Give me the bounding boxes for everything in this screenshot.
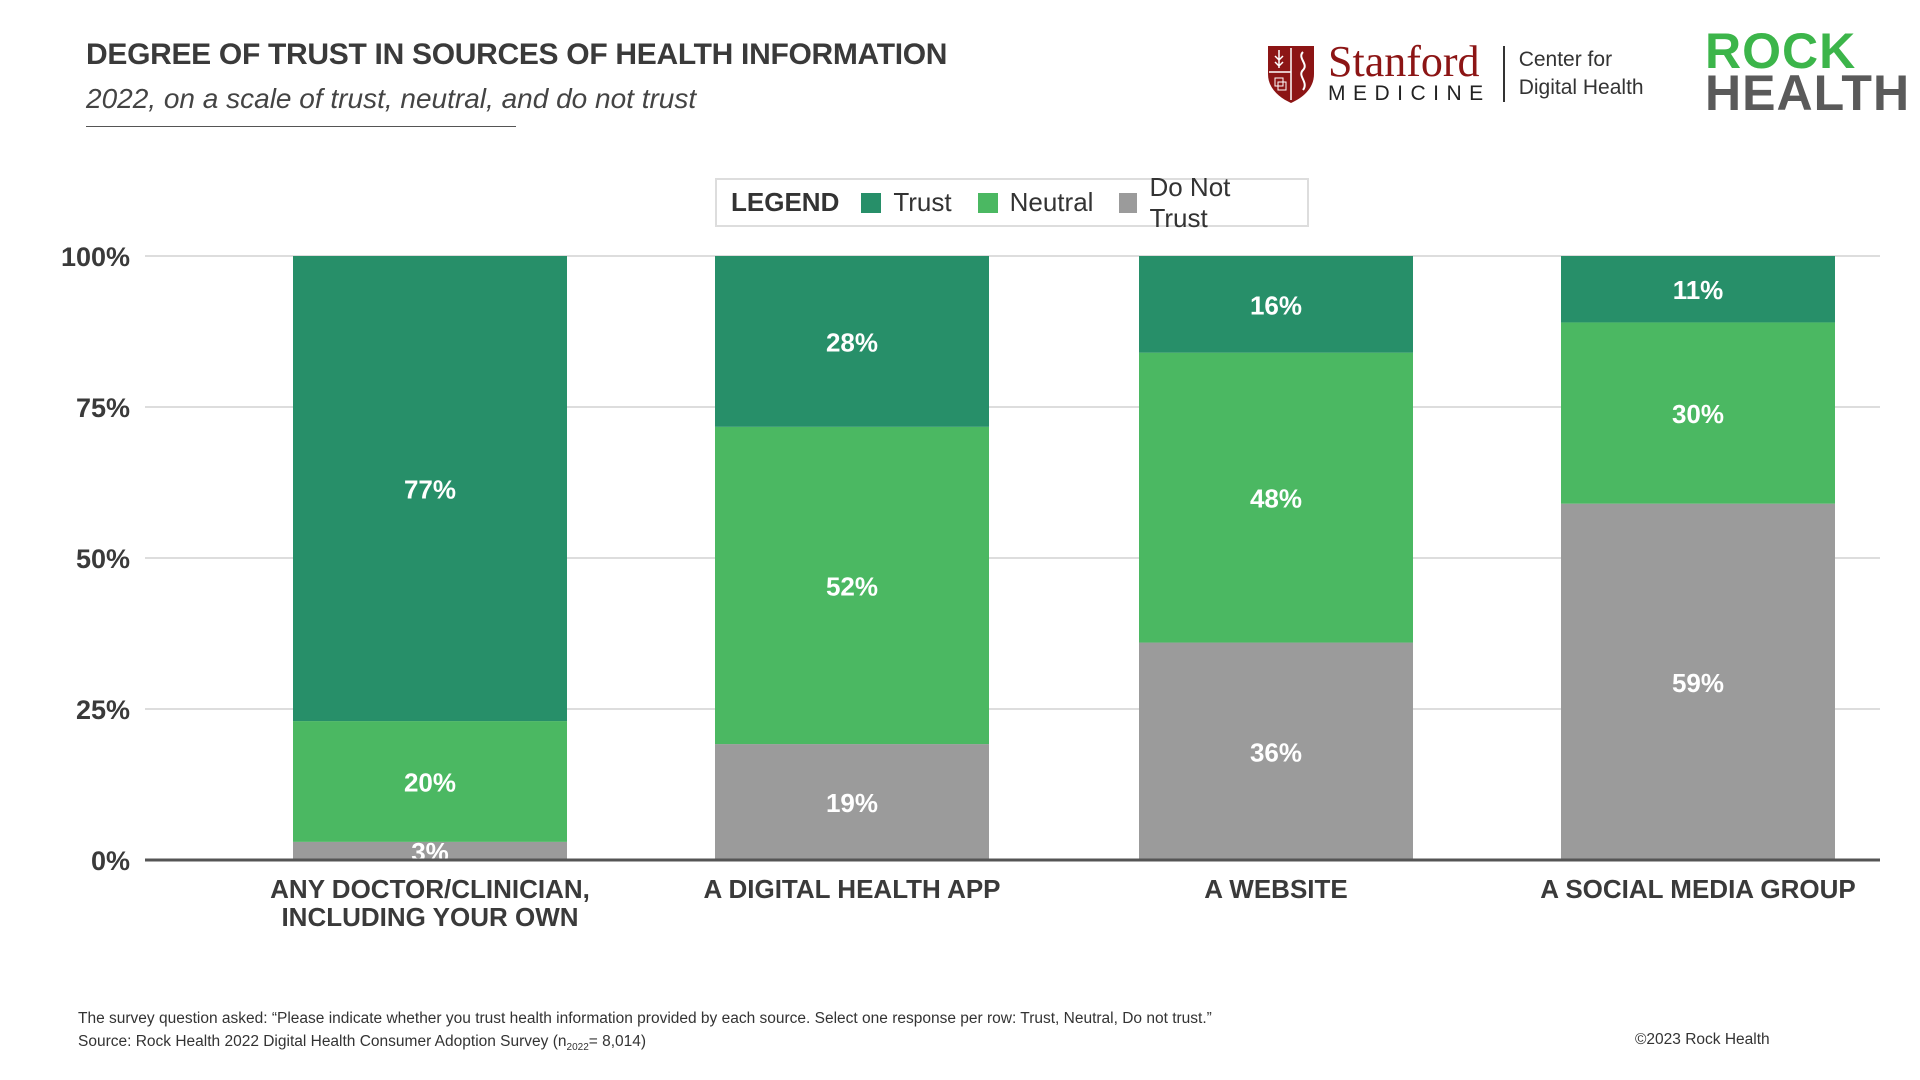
center-line1: Center for — [1518, 48, 1613, 71]
y-tick-label: 50% — [76, 544, 130, 574]
stanford-wordmark: Stanford — [1328, 37, 1480, 86]
legend-swatch — [1119, 192, 1138, 213]
stanford-medicine-logo: Stanford MEDICINE Center for Digital Hea… — [1266, 37, 1644, 106]
bar-segment — [1139, 352, 1413, 643]
data-label: 48% — [1250, 484, 1302, 514]
legend-item-trust: Trust — [861, 187, 952, 218]
subtitle-divider — [86, 126, 516, 127]
y-tick-label: 25% — [76, 695, 130, 725]
copyright: ©2023 Rock Health — [1635, 1031, 1770, 1048]
legend-item-neutral: Neutral — [977, 187, 1094, 218]
stacked-bar-chart: 0% 25% 50% 75% 100% 3% 20% 77% ANY DOCTOR/CLINIC… — [61, 242, 1880, 932]
bar-segment — [293, 256, 567, 722]
stanford-shield-icon — [1268, 46, 1314, 103]
y-tick-label: 0% — [91, 846, 130, 876]
source-text: Source: Rock Health 2022 Digital Health … — [78, 1033, 567, 1050]
chart-subtitle: 2022, on a scale of trust, neutral, and … — [86, 83, 697, 114]
bar-segment — [1561, 256, 1835, 323]
bar-segment — [293, 721, 567, 842]
x-tick-label: A SOCIAL MEDIA GROUP — [1540, 874, 1855, 904]
data-label: 19% — [826, 788, 878, 818]
legend-title: LEGEND — [731, 187, 840, 217]
legend-label: Trust — [893, 187, 952, 217]
y-tick-label: 100% — [61, 242, 130, 272]
x-tick-label: A DIGITAL HEALTH APP — [703, 874, 1000, 904]
data-label: 30% — [1672, 399, 1724, 429]
bar-segment — [1139, 256, 1413, 353]
footer-note: The survey question asked: “Please indic… — [78, 1010, 1212, 1027]
source-n: = 8,014) — [588, 1033, 647, 1050]
data-label: 28% — [826, 327, 878, 357]
bar-segment — [293, 841, 567, 860]
legend-swatch — [861, 192, 882, 213]
chart-title: DEGREE OF TRUST IN SOURCES OF HEALTH INF… — [86, 38, 948, 71]
bar-segment — [1561, 503, 1835, 860]
center-digital-health: Center for Digital Health — [1502, 46, 1644, 102]
x-tick-label: A WEBSITE — [1204, 874, 1347, 904]
rock-health-logo: ROCK HEALTH — [1705, 23, 1911, 121]
medicine-wordmark: MEDICINE — [1328, 82, 1491, 105]
y-tick-label: 75% — [76, 393, 130, 423]
bar-segment — [1139, 642, 1413, 860]
data-label: 36% — [1250, 737, 1302, 767]
legend-label: Do Not Trust — [1149, 171, 1231, 233]
data-label: 3% — [411, 837, 449, 867]
rock-wordmark: ROCK — [1705, 23, 1857, 79]
x-tick-label: INCLUDING YOUR OWN — [281, 902, 578, 932]
health-wordmark: HEALTH — [1705, 65, 1911, 121]
source-sub: 2022 — [566, 1042, 589, 1054]
footer-source: Source: Rock Health 2022 Digital Health … — [78, 1033, 646, 1053]
data-label: 16% — [1250, 290, 1302, 320]
bar-segment — [715, 744, 989, 860]
data-label: 77% — [404, 475, 456, 505]
legend: LEGEND Trust Neutral Do Not Trust — [715, 172, 1309, 233]
legend-label: Neutral — [1009, 187, 1094, 217]
bar-segment — [715, 256, 989, 427]
center-line2: Digital Health — [1518, 76, 1644, 99]
legend-swatch — [977, 192, 998, 213]
data-label: 52% — [826, 571, 878, 601]
data-label: 11% — [1673, 275, 1724, 305]
bar-segment — [715, 426, 989, 745]
data-label: 59% — [1672, 668, 1724, 698]
x-tick-label: ANY DOCTOR/CLINICIAN, — [270, 874, 590, 904]
legend-item-do-not-trust: Do Not Trust — [1119, 172, 1281, 234]
data-label: 20% — [404, 767, 456, 797]
bar-segment — [1561, 322, 1835, 504]
